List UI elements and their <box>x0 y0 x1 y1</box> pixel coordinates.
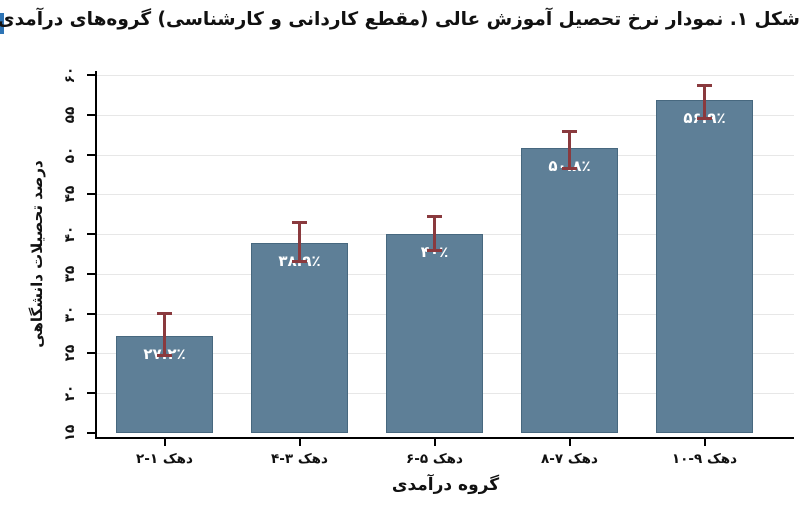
error-bar-cap <box>562 129 577 133</box>
x-axis-category-label: دهک ۱-۲ <box>136 451 193 467</box>
error-bar-cap <box>427 249 442 253</box>
y-axis-tick <box>87 193 95 196</box>
error-bar-cap <box>697 117 712 121</box>
y-axis-tick-label: ۳۵ <box>62 265 78 283</box>
x-axis-category-label: دهک ۹-۱۰ <box>671 451 738 467</box>
gridline <box>97 75 794 76</box>
x-axis-category-label: دهک ۳-۴ <box>271 451 328 467</box>
error-bar-cap <box>427 215 442 219</box>
y-axis-tick-label: ۱۵ <box>62 424 78 442</box>
error-bar-cap <box>292 221 307 225</box>
bar <box>251 242 348 433</box>
y-axis-tick <box>87 432 95 434</box>
y-axis-tick <box>87 113 95 116</box>
bar <box>656 99 753 433</box>
y-axis-tick <box>87 272 95 275</box>
y-axis-tick <box>87 392 95 395</box>
y-axis-tick <box>87 74 95 76</box>
y-axis-title: درصد تحصیلات دانشگاهی <box>28 160 46 348</box>
error-bar-cap <box>697 83 712 87</box>
x-axis-category-label: دهک ۷-۸ <box>541 451 598 467</box>
y-axis-tick-label: ۵۵ <box>62 106 78 124</box>
error-bar-line <box>433 216 436 251</box>
gridline <box>97 114 794 116</box>
error-bar-cap <box>562 167 577 171</box>
gridline <box>97 154 794 156</box>
gridline <box>97 194 794 196</box>
plot-area: درصد تحصیلات دانشگاهی ۲۷.۲٪۳۸.۹٪۴۰٪۵۰.۸٪… <box>28 67 794 495</box>
error-bar-cap <box>157 353 172 357</box>
y-axis-tick-label: ۴۰ <box>62 225 78 243</box>
y-axis-tick-label: ۵۰ <box>62 146 78 163</box>
y-axis-tick <box>87 233 95 236</box>
y-axis-tick <box>87 352 95 355</box>
figure-title: شکل ۱. نمودار نرخ تحصیل آموزش عالی (مقطع… <box>0 9 800 30</box>
x-axis-tick <box>433 439 436 446</box>
title-link-fragment <box>0 13 4 34</box>
error-bar-line <box>568 131 571 169</box>
x-axis-tick <box>568 439 571 446</box>
error-bar-cap <box>292 260 307 264</box>
x-axis-tick <box>703 439 706 446</box>
x-axis-tick <box>163 439 166 446</box>
bar <box>521 148 618 433</box>
bar <box>386 234 483 433</box>
y-axis-tick-label: ۳۰ <box>62 305 78 322</box>
error-bar-cap <box>157 312 172 316</box>
y-axis-tick <box>87 312 95 315</box>
y-axis-tick-label: ۲۰ <box>62 384 78 402</box>
x-axis-title: گروه درآمدی <box>391 475 500 495</box>
x-axis-category-label: دهک ۵-۶ <box>406 451 463 467</box>
y-axis-tick-label: ۲۵ <box>62 345 78 362</box>
y-axis-tick-label: ۶۰ <box>62 66 78 84</box>
error-bar-line <box>703 85 706 119</box>
error-bar-line <box>298 222 301 262</box>
error-bar-line <box>163 313 166 356</box>
y-axis-tick <box>87 153 95 156</box>
y-axis-tick-label: ۴۵ <box>62 186 78 203</box>
x-axis-tick <box>298 439 301 446</box>
